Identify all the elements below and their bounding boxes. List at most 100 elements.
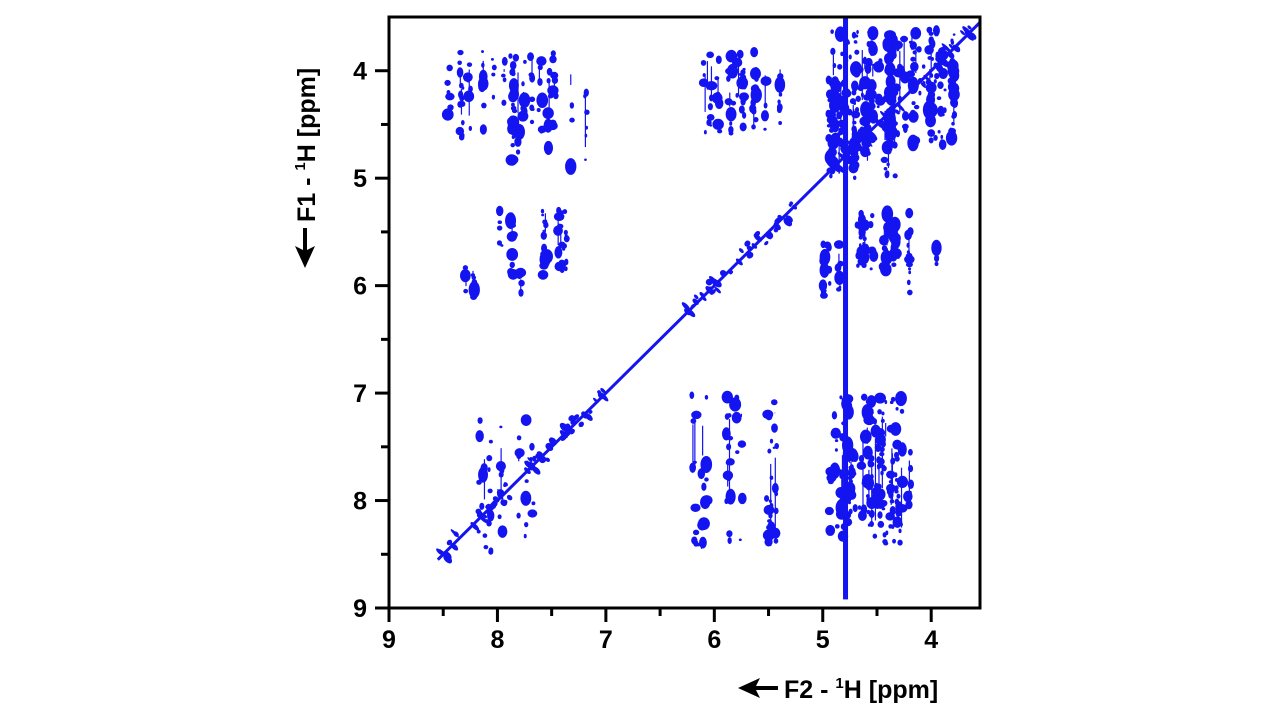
cross-peak	[902, 123, 909, 130]
cross-peak	[899, 408, 905, 414]
cross-peak	[893, 68, 904, 78]
y-tick-label: 5	[353, 165, 367, 193]
cross-peak	[491, 64, 497, 71]
cross-peak	[933, 134, 938, 141]
cross-peak	[910, 56, 916, 62]
cross-peak	[854, 221, 860, 229]
diagonal-peak	[446, 539, 453, 546]
cross-peak	[539, 261, 549, 270]
cross-peak	[511, 102, 515, 107]
cross-peak	[764, 495, 770, 502]
cross-peak	[880, 499, 888, 507]
cross-peak	[754, 66, 758, 72]
cross-peak	[887, 105, 896, 117]
cross-peak	[852, 504, 858, 513]
cross-peak	[497, 220, 502, 225]
diagonal-peak	[584, 413, 593, 421]
cross-peak	[929, 73, 934, 78]
cross-peak	[702, 73, 706, 78]
cross-peak	[874, 93, 883, 102]
cross-peak	[877, 511, 883, 519]
cross-peak	[509, 261, 515, 269]
cross-peak	[569, 102, 575, 109]
cross-peak	[850, 61, 862, 77]
cross-peak	[479, 124, 487, 135]
cross-peak	[895, 390, 907, 407]
cross-peak	[908, 135, 921, 146]
cross-peak	[527, 52, 534, 62]
diagonal-peak	[896, 102, 905, 112]
y-tick-label: 4	[353, 58, 367, 86]
cross-peak	[468, 125, 473, 131]
cross-peak	[834, 448, 838, 452]
cross-peak	[870, 457, 874, 462]
cross-peak	[689, 391, 695, 400]
cross-peak	[456, 67, 464, 78]
cross-peak	[818, 279, 828, 292]
cross-peak	[890, 88, 899, 97]
cross-peak	[864, 63, 872, 74]
y-tick-label: 6	[353, 273, 367, 301]
cross-peak	[552, 76, 556, 81]
cross-peak	[741, 80, 748, 90]
cross-peak	[486, 455, 493, 462]
diagonal-peak	[738, 248, 744, 254]
cross-peak	[858, 454, 865, 463]
diagonal-peak	[960, 30, 966, 36]
cross-peak	[881, 140, 893, 155]
cross-peak	[502, 77, 507, 83]
cross-peak	[833, 103, 837, 108]
cross-peak	[554, 246, 563, 259]
cross-peak	[928, 36, 935, 45]
x-tick-label: 6	[707, 626, 721, 654]
cross-peak	[501, 99, 507, 106]
cross-peak	[825, 75, 832, 85]
cross-peak	[463, 288, 469, 294]
y-axis-label-group: F1 - 1H [ppm]	[292, 68, 321, 268]
diagonal-peak	[597, 392, 605, 400]
cross-peak	[769, 438, 774, 444]
y-axis-label-superscript: 1	[292, 162, 309, 170]
cross-peak	[481, 50, 485, 54]
cross-peak	[445, 92, 455, 101]
cross-peak	[528, 72, 535, 78]
plot-frame	[387, 15, 982, 610]
cross-peak	[726, 443, 732, 451]
cross-peak	[858, 243, 862, 248]
diagonal-peak	[483, 514, 488, 519]
diagonal-peak	[506, 494, 513, 501]
cross-peak	[738, 105, 745, 114]
diagonal-peak	[690, 304, 695, 309]
cross-peak	[823, 241, 832, 249]
cross-peak	[470, 294, 478, 301]
cross-peak	[477, 417, 483, 424]
diagonal-peak	[920, 82, 927, 88]
cross-peak	[861, 403, 874, 421]
diagonal-peak	[681, 302, 690, 311]
cross-peak	[848, 466, 852, 469]
cross-peak	[516, 435, 522, 441]
cross-peak	[739, 122, 747, 132]
cross-peak	[559, 266, 565, 274]
cross-peak	[483, 545, 489, 550]
cross-peak	[690, 503, 701, 512]
cross-peak	[726, 413, 732, 418]
cross-peak	[897, 539, 903, 546]
cross-peak	[691, 410, 702, 420]
cross-peak	[891, 101, 896, 106]
cross-peak	[834, 26, 847, 42]
cross-peak	[941, 113, 945, 117]
cross-peak	[868, 410, 874, 415]
cross-peak	[848, 54, 852, 60]
cross-peak	[933, 62, 938, 68]
diagonal-peak	[746, 245, 753, 251]
cross-peak	[542, 107, 554, 120]
cross-peak	[700, 455, 713, 474]
cross-peak	[543, 118, 553, 133]
cross-peak	[508, 53, 513, 59]
cross-peak	[940, 62, 944, 66]
cross-peak	[763, 504, 775, 516]
cross-peak	[857, 257, 865, 266]
cross-peak	[462, 265, 469, 271]
diagonal-peak	[789, 201, 794, 206]
